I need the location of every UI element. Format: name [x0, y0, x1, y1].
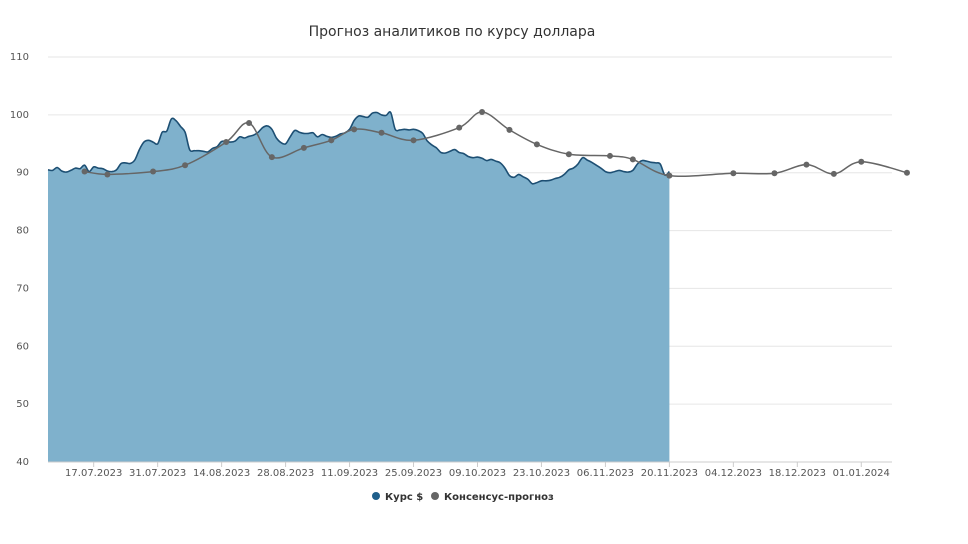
consensus-point[interactable] — [328, 137, 335, 144]
chart-title: Прогноз аналитиков по курсу доллара — [309, 24, 596, 40]
consensus-point[interactable] — [506, 126, 513, 133]
x-tick-label: 28.08.2023 — [257, 468, 314, 479]
consensus-point[interactable] — [456, 124, 463, 131]
legend-item-rate[interactable]: Курс $ — [372, 492, 423, 503]
y-tick-label: 70 — [16, 283, 29, 294]
rate-area — [47, 111, 670, 463]
y-tick-label: 50 — [16, 399, 29, 410]
consensus-point[interactable] — [565, 151, 572, 158]
x-tick-label: 23.10.2023 — [513, 468, 570, 479]
y-axis: 40 50 60 70 80 90 100 110 — [10, 52, 29, 468]
x-tick-label: 09.10.2023 — [449, 468, 506, 479]
consensus-path — [84, 111, 908, 178]
consensus-point[interactable] — [182, 162, 189, 169]
consensus-point[interactable] — [858, 158, 865, 165]
consensus-point[interactable] — [903, 169, 910, 176]
consensus-point[interactable] — [104, 171, 111, 178]
x-tick-label: 01.01.2024 — [833, 468, 890, 479]
consensus-point[interactable] — [223, 139, 230, 146]
consensus-point[interactable] — [246, 119, 253, 126]
consensus-point[interactable] — [830, 170, 837, 177]
x-tick-label: 11.09.2023 — [321, 468, 378, 479]
y-tick-label: 90 — [16, 168, 29, 179]
consensus-point[interactable] — [803, 161, 810, 168]
y-tick-label: 100 — [10, 110, 29, 121]
y-tick-label: 60 — [16, 341, 29, 352]
legend[interactable]: Курс $ Консенсус-прогноз — [372, 492, 554, 503]
x-tick-label: 18.12.2023 — [769, 468, 826, 479]
consensus-point[interactable] — [479, 108, 486, 115]
consensus-point[interactable] — [378, 129, 385, 136]
consensus-point[interactable] — [730, 170, 737, 177]
consensus-point[interactable] — [410, 137, 417, 144]
rate-line — [47, 111, 670, 185]
consensus-point[interactable] — [150, 168, 157, 175]
x-axis: 17.07.2023 31.07.2023 14.08.2023 28.08.2023… — [48, 461, 892, 479]
consensus-point[interactable] — [351, 126, 358, 133]
x-tick-label: 17.07.2023 — [65, 468, 122, 479]
legend-label-consensus: Консенсус-прогноз — [444, 492, 554, 503]
consensus-point[interactable] — [606, 152, 613, 159]
consensus-point[interactable] — [629, 156, 636, 163]
consensus-point[interactable] — [81, 168, 88, 175]
y-tick-label: 110 — [10, 52, 29, 63]
x-tick-label: 20.11.2023 — [641, 468, 698, 479]
rate-area-fill — [48, 111, 670, 463]
x-tick-label: 14.08.2023 — [193, 468, 250, 479]
legend-marker-consensus — [431, 492, 439, 500]
x-tick-label: 25.09.2023 — [385, 468, 442, 479]
x-tick-label: 06.11.2023 — [577, 468, 634, 479]
consensus-point[interactable] — [300, 144, 307, 151]
y-tick-label: 80 — [16, 226, 29, 237]
x-tick-label: 04.12.2023 — [705, 468, 762, 479]
legend-label-rate: Курс $ — [385, 492, 423, 503]
y-tick-label: 40 — [16, 457, 29, 468]
consensus-line — [81, 108, 910, 179]
consensus-point[interactable] — [666, 172, 673, 179]
legend-marker-rate — [372, 492, 380, 500]
x-tick-label: 31.07.2023 — [129, 468, 186, 479]
consensus-point[interactable] — [268, 154, 275, 161]
consensus-point[interactable] — [771, 170, 778, 177]
consensus-point[interactable] — [533, 141, 540, 148]
legend-item-consensus[interactable]: Консенсус-прогноз — [431, 492, 554, 503]
